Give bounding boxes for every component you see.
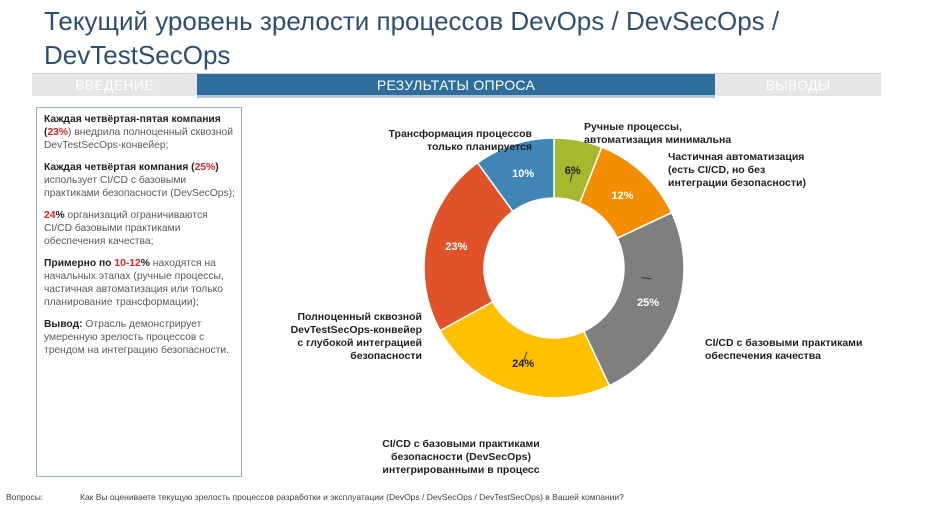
category-label-line: Ручные процессы, [584, 121, 682, 133]
summary-item: Примерно по 10-12% находятся на начальны… [44, 257, 235, 309]
category-label-line: только планируется [426, 141, 532, 153]
donut-leader-line [523, 351, 528, 362]
tab-introduction[interactable]: ВВЕДЕНИЕ [75, 77, 154, 93]
tab-conclusions[interactable]: ВЫВОДЫ [765, 77, 831, 93]
summary-box: Каждая четвёртая-пятая компания (23%) вн… [36, 107, 242, 477]
donut-chart: 6% 12% 25% 24% 23% 10% [423, 137, 685, 399]
donut-leader-line [569, 171, 573, 182]
summary-item: 24% организаций ограничиваются CI/CD баз… [44, 209, 235, 248]
category-label-line: Частичная автоматизация [668, 151, 805, 163]
summary-bold: Примерно по [44, 258, 115, 269]
summary-item: Вывод: Отрасль демонстрирует умеренную з… [44, 318, 235, 357]
summary-text: использует CI/CD с базовыми практиками б… [44, 175, 235, 199]
category-label-line: безопасности (DevSecOps) [390, 451, 532, 463]
footer-question: Как Вы оцениваете текущую зрелость проце… [80, 492, 624, 502]
category-label-planning: Трансформация процессов только планируетс… [370, 128, 532, 154]
category-label-manual: Ручные процессы, автоматизация минимальна [584, 121, 731, 147]
summary-bold: % [55, 210, 65, 221]
donut-slice-ci-cd-devsecops [439, 300, 611, 399]
category-label-devtestsecops: Полноценный сквозной DevTestSecOps-конвей… [232, 311, 422, 363]
summary-highlight: 24 [44, 210, 56, 221]
category-label-line: интегрированными в процесс [382, 464, 540, 476]
donut-value-label: 6% [565, 165, 581, 177]
donut-slice-planning [476, 137, 555, 213]
summary-bold: Каждая четвёртая компания ( [44, 162, 195, 173]
donut-slice-ci-cd-quality [582, 211, 685, 387]
category-label-ci-cd-quality: CI/CD с базовыми практиками обеспечения к… [705, 337, 862, 363]
summary-bold: ( [44, 127, 48, 138]
category-label-line: Полноценный сквозной [297, 311, 422, 323]
summary-text: Отрасль демонстрирует умеренную зрелость… [44, 319, 229, 356]
summary-bold: % [140, 258, 150, 269]
section-tabs: ВВЕДЕНИЕ РЕЗУЛЬТАТЫ ОПРОСА ВЫВОДЫ [32, 73, 881, 96]
category-label-line: CI/CD с базовыми практиками [382, 438, 540, 450]
category-label-partial-automation: Частичная автоматизация (есть CI/CD, но б… [668, 151, 806, 190]
category-label-line: DevTestSecOps-конвейер [290, 324, 422, 336]
donut-value-label: 10% [512, 168, 534, 180]
summary-text: организаций ограничиваются CI/CD базовым… [44, 210, 208, 247]
donut-value-label: 12% [611, 190, 633, 202]
footer-label: Вопросы: [6, 492, 44, 502]
active-tab-underline [197, 95, 715, 98]
summary-bold: Вывод: [44, 319, 83, 330]
donut-slice-devtestsecops [423, 161, 514, 332]
summary-bold: ) [215, 162, 219, 173]
category-label-line: Трансформация процессов [388, 128, 532, 140]
donut-leader-line [641, 277, 652, 280]
tab-survey-results[interactable]: РЕЗУЛЬТАТЫ ОПРОСА [197, 74, 715, 96]
category-label-ci-cd-devsecops: CI/CD с базовыми практиками безопасности … [376, 438, 546, 477]
donut-value-label: 23% [445, 241, 467, 253]
summary-highlight: 10-12 [114, 258, 141, 269]
category-label-line: обеспечения качества [705, 350, 821, 362]
donut-value-label: 24% [512, 358, 534, 370]
category-label-line: CI/CD с базовыми практиками [705, 337, 863, 349]
summary-bold: Каждая четвёртая-пятая компания [44, 114, 221, 125]
category-label-line: с глубокой интеграцией безопасности [297, 337, 422, 362]
category-label-line: интеграции безопасности) [668, 177, 806, 189]
page-title: Текущий уровень зрелости процессов DevOp… [44, 6, 780, 70]
category-label-line: автоматизация минимальна [584, 134, 732, 146]
summary-item: Каждая четвёртая-пятая компания (23%) вн… [44, 113, 235, 152]
summary-highlight: 25% [194, 162, 216, 173]
category-label-line: (есть CI/CD, но без [668, 164, 766, 176]
summary-text: ) внедрила полноценный сквозной DevTestS… [44, 127, 233, 151]
donut-value-label: 25% [637, 297, 659, 309]
summary-item: Каждая четвёртая компания (25%) использу… [44, 161, 235, 200]
summary-highlight: 23% [47, 127, 69, 138]
summary-text: находятся на начальных этапах (ручные пр… [44, 258, 224, 308]
